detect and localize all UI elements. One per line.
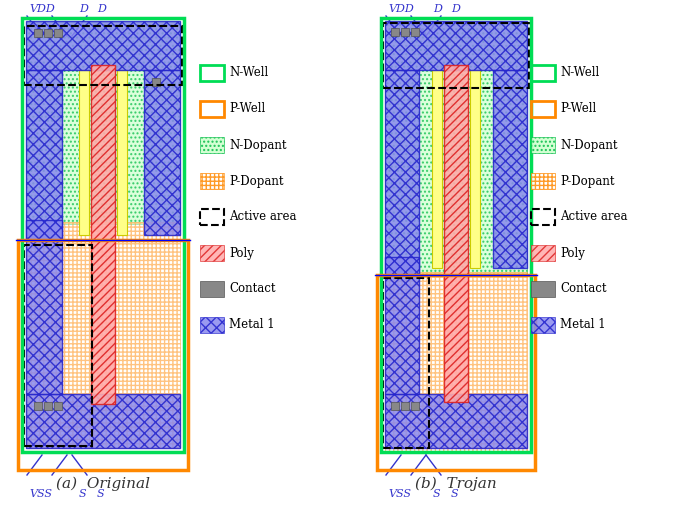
Bar bbox=[18, 240, 188, 470]
Bar bbox=[44, 29, 52, 37]
Bar bbox=[383, 278, 429, 448]
Bar bbox=[200, 173, 224, 189]
Bar bbox=[54, 29, 62, 37]
Bar bbox=[444, 65, 468, 402]
Bar bbox=[34, 402, 42, 410]
Bar bbox=[531, 317, 555, 333]
Bar bbox=[401, 402, 409, 410]
Bar bbox=[91, 65, 115, 404]
Text: S: S bbox=[433, 489, 441, 499]
Bar bbox=[200, 137, 224, 153]
Bar bbox=[531, 173, 555, 189]
Bar bbox=[152, 78, 160, 86]
Text: VSS: VSS bbox=[29, 489, 52, 499]
Bar bbox=[34, 29, 42, 37]
Bar bbox=[144, 70, 180, 235]
Text: Active area: Active area bbox=[560, 210, 627, 224]
Text: P-Well: P-Well bbox=[229, 102, 265, 116]
Bar bbox=[531, 281, 555, 297]
Bar bbox=[117, 70, 127, 235]
Bar bbox=[44, 402, 52, 410]
Text: Contact: Contact bbox=[229, 282, 276, 296]
Bar bbox=[531, 65, 555, 81]
Bar bbox=[26, 220, 62, 240]
Text: P-Dopant: P-Dopant bbox=[560, 174, 614, 188]
Text: (a)  Original: (a) Original bbox=[56, 477, 150, 491]
Bar bbox=[385, 272, 527, 452]
Text: N-Dopant: N-Dopant bbox=[229, 138, 287, 152]
Bar bbox=[200, 101, 224, 117]
Bar bbox=[470, 70, 480, 268]
Bar bbox=[401, 28, 409, 36]
Text: (b)  Trojan: (b) Trojan bbox=[415, 477, 497, 491]
Text: D: D bbox=[97, 4, 106, 14]
Text: Metal 1: Metal 1 bbox=[229, 318, 274, 332]
Text: P-Well: P-Well bbox=[560, 102, 596, 116]
Text: S: S bbox=[451, 489, 459, 499]
Text: N-Dopant: N-Dopant bbox=[560, 138, 618, 152]
Text: Active area: Active area bbox=[229, 210, 296, 224]
Text: Metal 1: Metal 1 bbox=[560, 318, 605, 332]
Text: D: D bbox=[451, 4, 460, 14]
Bar bbox=[385, 22, 527, 274]
Text: S: S bbox=[97, 489, 104, 499]
Bar bbox=[200, 281, 224, 297]
Bar bbox=[200, 65, 224, 81]
Bar bbox=[432, 70, 442, 268]
Bar bbox=[26, 222, 180, 448]
Bar bbox=[26, 22, 180, 224]
Text: D: D bbox=[433, 4, 442, 14]
Bar bbox=[377, 275, 535, 470]
Text: Poly: Poly bbox=[229, 246, 254, 260]
Text: N-Well: N-Well bbox=[229, 66, 268, 80]
Bar bbox=[385, 21, 527, 70]
Bar bbox=[26, 394, 180, 448]
Bar bbox=[381, 18, 531, 452]
Text: VDD: VDD bbox=[29, 4, 55, 14]
Bar bbox=[54, 402, 62, 410]
Bar bbox=[24, 245, 92, 446]
Bar bbox=[531, 245, 555, 261]
Text: VDD: VDD bbox=[388, 4, 414, 14]
Text: Contact: Contact bbox=[560, 282, 607, 296]
Bar bbox=[385, 70, 419, 394]
Bar bbox=[383, 23, 529, 88]
Bar bbox=[385, 257, 419, 275]
Bar bbox=[22, 18, 184, 452]
Text: N-Well: N-Well bbox=[560, 66, 599, 80]
Bar bbox=[385, 394, 527, 448]
Bar bbox=[26, 70, 62, 394]
Text: S: S bbox=[79, 489, 86, 499]
Bar bbox=[200, 245, 224, 261]
Bar bbox=[493, 70, 527, 268]
Text: VSS: VSS bbox=[388, 489, 411, 499]
Bar bbox=[24, 26, 182, 85]
Bar bbox=[79, 70, 89, 235]
Bar bbox=[531, 209, 555, 225]
Text: D: D bbox=[79, 4, 88, 14]
Bar bbox=[200, 317, 224, 333]
Bar bbox=[531, 101, 555, 117]
Bar bbox=[531, 137, 555, 153]
Bar bbox=[391, 402, 399, 410]
Bar bbox=[200, 209, 224, 225]
Bar bbox=[26, 21, 180, 70]
Text: Poly: Poly bbox=[560, 246, 585, 260]
Bar bbox=[391, 28, 399, 36]
Bar bbox=[411, 28, 419, 36]
Bar bbox=[411, 402, 419, 410]
Text: P-Dopant: P-Dopant bbox=[229, 174, 283, 188]
